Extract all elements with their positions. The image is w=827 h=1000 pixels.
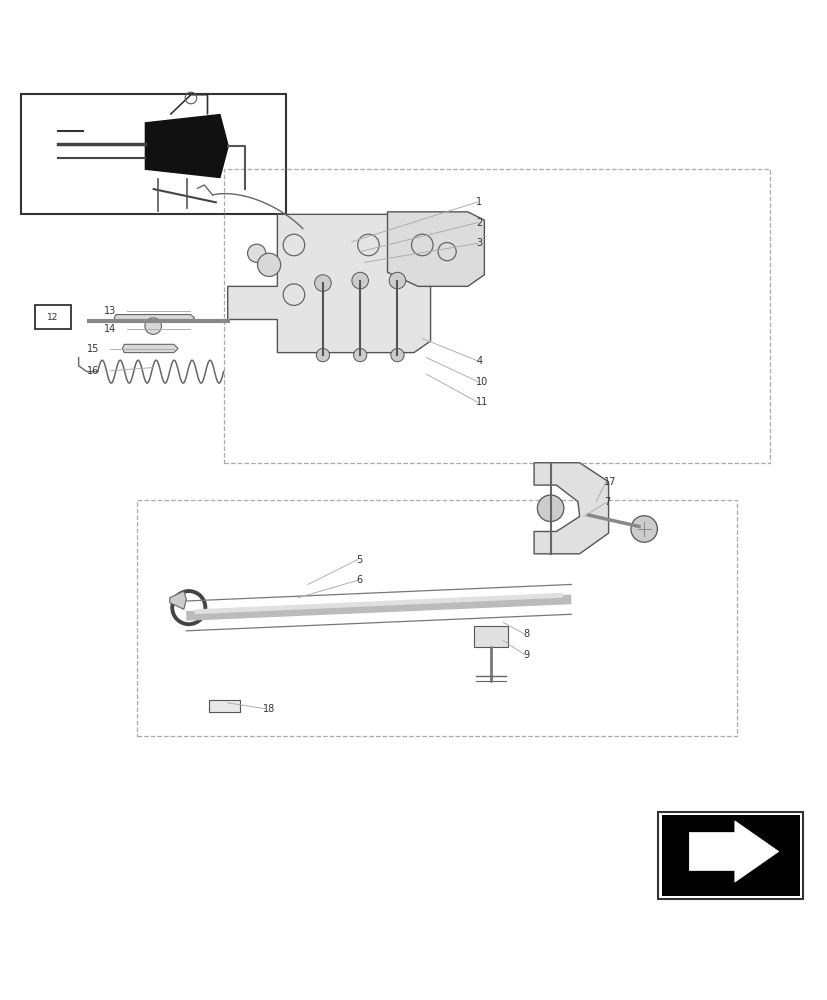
Circle shape [390, 348, 404, 362]
Polygon shape [122, 344, 178, 353]
Bar [136, 500, 736, 736]
Text: 6: 6 [356, 575, 361, 585]
Bar [21, 94, 285, 214]
Circle shape [630, 516, 657, 542]
Text: 17: 17 [604, 477, 616, 487]
Polygon shape [170, 591, 186, 609]
Polygon shape [688, 821, 778, 882]
Text: 5: 5 [356, 555, 362, 565]
Text: 16: 16 [87, 366, 99, 376]
Polygon shape [146, 115, 228, 177]
Circle shape [389, 272, 405, 289]
Circle shape [353, 348, 366, 362]
Bar [223, 169, 769, 463]
Circle shape [316, 348, 329, 362]
Text: 18: 18 [263, 704, 275, 714]
Text: 8: 8 [523, 629, 528, 639]
Text: 12: 12 [47, 313, 59, 322]
Polygon shape [227, 214, 430, 353]
Polygon shape [387, 212, 484, 286]
Circle shape [537, 495, 563, 522]
Circle shape [257, 253, 280, 276]
Bar [657, 812, 802, 899]
Bar [35, 305, 71, 329]
Polygon shape [114, 315, 194, 321]
Text: 14: 14 [103, 324, 116, 334]
Text: 10: 10 [476, 377, 488, 387]
Text: 9: 9 [523, 650, 528, 660]
Bar [208, 700, 240, 712]
Circle shape [351, 272, 368, 289]
Text: 11: 11 [476, 397, 488, 407]
Circle shape [145, 318, 161, 334]
Text: 4: 4 [476, 356, 481, 366]
Bar [661, 815, 799, 896]
Text: 1: 1 [476, 197, 481, 207]
Circle shape [247, 244, 265, 262]
Text: 7: 7 [604, 497, 610, 507]
Text: 15: 15 [87, 344, 99, 354]
Circle shape [314, 275, 331, 291]
Bar [473, 626, 508, 647]
Text: 3: 3 [476, 238, 481, 248]
Text: 2: 2 [476, 218, 482, 228]
Polygon shape [533, 463, 608, 554]
Text: 13: 13 [103, 306, 116, 316]
